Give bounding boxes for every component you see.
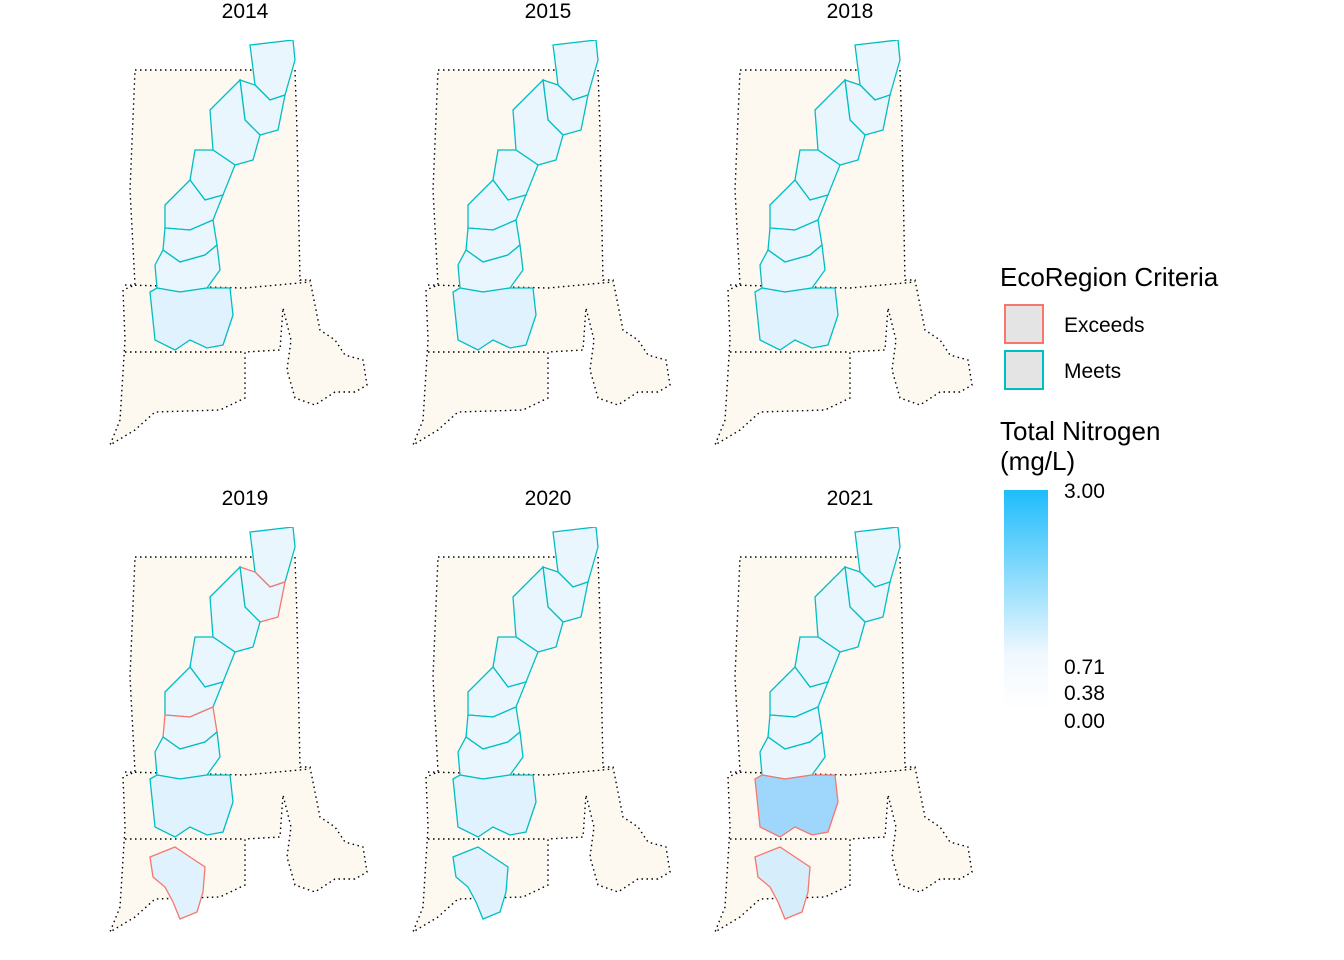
state-boundary bbox=[411, 69, 671, 447]
panel-title: 2019 bbox=[221, 487, 269, 510]
colorbar-tick-0: 0.00 bbox=[1064, 710, 1105, 733]
nitrogen-legend-title: Total Nitrogen (mg/L) bbox=[1000, 416, 1160, 476]
watershed-l4 bbox=[754, 774, 839, 838]
panel-title: 2014 bbox=[221, 0, 269, 23]
map-panel-2020: 2020 bbox=[398, 487, 698, 957]
state-boundary bbox=[713, 69, 973, 447]
exceeds-label: Exceeds bbox=[1064, 314, 1145, 337]
watershed-l6 bbox=[754, 846, 811, 920]
exceeds-swatch bbox=[1004, 304, 1044, 344]
colorbar-tick-038: 0.38 bbox=[1064, 682, 1105, 705]
watershed-map bbox=[411, 527, 671, 934]
legend: EcoRegion Criteria Exceeds Meets Total N… bbox=[1000, 262, 1330, 733]
criteria-legend-title: EcoRegion Criteria bbox=[1000, 262, 1219, 292]
watershed-map bbox=[713, 40, 973, 447]
map-panel-2019: 2019 bbox=[95, 487, 395, 957]
state-boundary bbox=[108, 69, 368, 447]
colorbar-tick-071: 0.71 bbox=[1064, 656, 1105, 679]
watershed-l4 bbox=[754, 287, 839, 351]
watershed-l4 bbox=[452, 287, 537, 351]
map-panel-2014: 2014 bbox=[95, 0, 395, 470]
watershed-l4 bbox=[149, 774, 234, 838]
map-panel-2015: 2015 bbox=[398, 0, 698, 470]
watershed-l4 bbox=[452, 774, 537, 838]
nitrogen-title-line1: Total Nitrogen bbox=[1000, 416, 1161, 446]
watershed-map bbox=[713, 527, 973, 934]
state-boundary bbox=[713, 556, 973, 934]
watershed-l4 bbox=[149, 287, 234, 351]
colorbar-tick-3: 3.00 bbox=[1064, 480, 1105, 503]
watershed-map bbox=[108, 527, 368, 934]
state-boundary bbox=[108, 556, 368, 934]
panel-title: 2020 bbox=[524, 487, 572, 510]
state-boundary bbox=[411, 556, 671, 934]
map-panel-2021: 2021 bbox=[700, 487, 1000, 957]
map-panel-2018: 2018 bbox=[700, 0, 1000, 470]
watershed-l6 bbox=[452, 846, 509, 920]
panel-title: 2018 bbox=[826, 0, 874, 23]
panel-title: 2015 bbox=[524, 0, 572, 23]
meets-label: Meets bbox=[1064, 360, 1122, 383]
panel-title: 2021 bbox=[826, 487, 874, 510]
watershed-map bbox=[411, 40, 671, 447]
watershed-l6 bbox=[149, 846, 206, 920]
nitrogen-title-line2: (mg/L) bbox=[1000, 446, 1076, 476]
nitrogen-colorbar bbox=[1004, 490, 1048, 710]
watershed-map bbox=[108, 40, 368, 447]
meets-swatch bbox=[1004, 350, 1044, 390]
